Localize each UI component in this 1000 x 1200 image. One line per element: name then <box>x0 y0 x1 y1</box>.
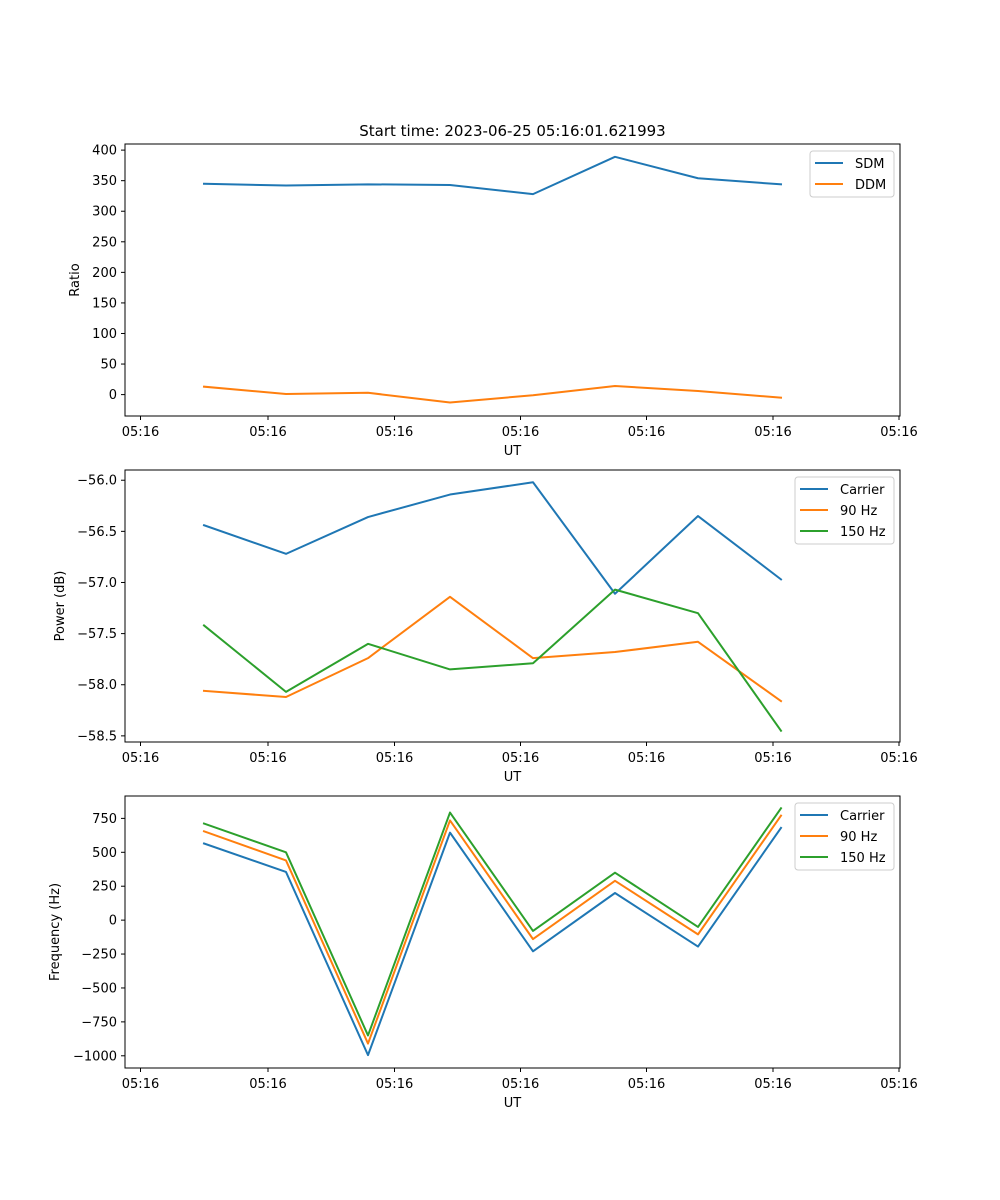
power-x-tick-label: 05:16 <box>880 751 917 766</box>
frequency-legend: Carrier 90 Hz 150 Hz <box>794 802 895 871</box>
ratio-legend-label-sdm: SDM <box>855 157 884 172</box>
chart-title: Start time: 2023-06-25 05:16:01.621993 <box>359 122 665 140</box>
ratio-y-tick-label: 300 <box>92 205 117 220</box>
power-y-tick-label: −56.0 <box>77 474 117 489</box>
power-x-tick-label: 05:16 <box>122 751 159 766</box>
ratio-x-tick-label: 05:16 <box>502 425 539 440</box>
power-legend-label-carrier: Carrier <box>840 483 885 498</box>
power-y-ticks: −58.5 −58.0 −57.5 −57.0 −56.5 −56.0 <box>77 474 125 744</box>
power-y-tick-label: −56.5 <box>77 525 117 540</box>
power-x-ticks: 05:16 05:16 05:16 05:16 05:16 05:16 05:16 <box>122 742 918 766</box>
power-x-axis-label: UT <box>504 770 522 785</box>
frequency-y-tick-label: −250 <box>81 948 117 963</box>
ratio-series-lines <box>202 155 783 404</box>
power-x-tick-label: 05:16 <box>249 751 286 766</box>
frequency-legend-label-150hz: 150 Hz <box>840 851 886 866</box>
frequency-x-tick-label: 05:16 <box>122 1077 159 1092</box>
frequency-x-tick-label: 05:16 <box>502 1077 539 1092</box>
power-legend-label-90hz: 90 Hz <box>840 504 877 519</box>
frequency-plot-frame <box>124 795 901 1069</box>
ratio-legend-label-ddm: DDM <box>855 178 886 193</box>
ratio-y-axis-label: Ratio <box>68 263 83 296</box>
ratio-y-tick-label: 350 <box>92 174 117 189</box>
ratio-y-tick-label: 150 <box>92 296 117 311</box>
frequency-y-axis-label: Frequency (Hz) <box>48 883 63 981</box>
ratio-legend: SDM DDM <box>809 150 895 198</box>
power-y-tick-label: −58.5 <box>77 729 117 744</box>
frequency-x-tick-label: 05:16 <box>754 1077 791 1092</box>
ratio-series-line-ddm <box>202 385 783 404</box>
frequency-y-tick-label: −1000 <box>73 1049 117 1064</box>
frequency-y-ticks: −1000 −750 −500 −250 0 250 500 750 <box>73 812 125 1064</box>
frequency-x-axis-label: UT <box>504 1096 522 1111</box>
frequency-y-tick-label: 0 <box>109 914 117 929</box>
ratio-x-tick-label: 05:16 <box>754 425 791 440</box>
power-x-tick-label: 05:16 <box>754 751 791 766</box>
ratio-y-tick-label: 250 <box>92 235 117 250</box>
power-y-tick-label: −57.5 <box>77 627 117 642</box>
ratio-y-tick-label: 400 <box>92 144 117 159</box>
frequency-y-tick-label: 500 <box>92 846 117 861</box>
power-series-line-150hz <box>202 588 783 733</box>
power-y-tick-label: −58.0 <box>77 678 117 693</box>
ratio-x-tick-label: 05:16 <box>376 425 413 440</box>
frequency-x-ticks: 05:16 05:16 05:16 05:16 05:16 05:16 05:16 <box>122 1068 918 1092</box>
ratio-y-tick-label: 100 <box>92 327 117 342</box>
frequency-series-lines <box>202 806 783 1057</box>
ratio-y-tick-label: 200 <box>92 266 117 281</box>
power-series-lines <box>202 481 783 733</box>
frequency-y-tick-label: −500 <box>81 981 117 996</box>
ratio-x-axis-label: UT <box>504 444 522 459</box>
ratio-x-ticks: 05:16 05:16 05:16 05:16 05:16 05:16 05:16 <box>122 416 918 440</box>
ratio-x-tick-label: 05:16 <box>249 425 286 440</box>
power-x-tick-label: 05:16 <box>502 751 539 766</box>
frequency-legend-label-carrier: Carrier <box>840 809 885 824</box>
power-series-line-carrier <box>202 481 783 595</box>
ratio-y-tick-label: 0 <box>109 388 117 403</box>
power-x-tick-label: 05:16 <box>376 751 413 766</box>
frequency-series-line-carrier <box>202 826 783 1057</box>
frequency-x-tick-label: 05:16 <box>376 1077 413 1092</box>
frequency-y-tick-label: −750 <box>81 1015 117 1030</box>
ratio-x-tick-label: 05:16 <box>122 425 159 440</box>
power-y-tick-label: −57.0 <box>77 576 117 591</box>
frequency-subplot: 05:16 05:16 05:16 05:16 05:16 05:16 05:16 −100… <box>48 795 918 1111</box>
frequency-legend-box <box>794 802 895 871</box>
ratio-x-tick-label: 05:16 <box>880 425 917 440</box>
frequency-series-line-90hz <box>202 814 783 1045</box>
power-y-axis-label: Power (dB) <box>53 571 68 642</box>
frequency-legend-label-90hz: 90 Hz <box>840 830 877 845</box>
power-legend-label-150hz: 150 Hz <box>840 525 886 540</box>
power-subplot: 05:16 05:16 05:16 05:16 05:16 05:16 05:16 −58.… <box>53 469 918 785</box>
ratio-plot-frame <box>124 143 901 417</box>
power-legend: Carrier 90 Hz 150 Hz <box>794 476 895 545</box>
frequency-series-line-150hz <box>202 806 783 1037</box>
power-series-line-90hz <box>202 595 783 703</box>
ratio-subplot: 05:16 05:16 05:16 05:16 05:16 05:16 05:16 0 50 1… <box>68 143 918 459</box>
ratio-y-tick-label: 50 <box>100 358 117 373</box>
ratio-x-tick-label: 05:16 <box>628 425 665 440</box>
power-plot-frame <box>124 469 901 743</box>
power-x-tick-label: 05:16 <box>628 751 665 766</box>
ratio-y-ticks: 0 50 100 150 200 250 300 350 400 <box>92 144 125 403</box>
frequency-x-tick-label: 05:16 <box>249 1077 286 1092</box>
frequency-x-tick-label: 05:16 <box>628 1077 665 1092</box>
power-legend-box <box>794 476 895 545</box>
frequency-y-tick-label: 250 <box>92 880 117 895</box>
ratio-series-line-sdm <box>202 155 783 196</box>
frequency-x-tick-label: 05:16 <box>880 1077 917 1092</box>
frequency-y-tick-label: 750 <box>92 812 117 827</box>
